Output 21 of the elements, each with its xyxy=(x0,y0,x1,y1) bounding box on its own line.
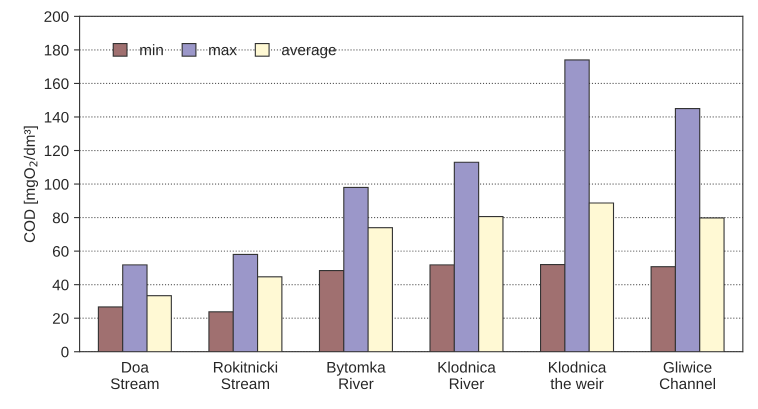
y-tick-label: 120 xyxy=(44,145,69,156)
legend-label: min xyxy=(140,44,163,56)
x-tick-label: Gliwice Channel xyxy=(660,361,716,390)
y-tick-label: 180 xyxy=(44,44,69,56)
x-tick-label: Bytomka River xyxy=(327,361,386,390)
legend-label: average xyxy=(282,46,336,58)
x-tick-label: Doa Stream xyxy=(110,362,158,390)
y-tick-label: 140 xyxy=(44,112,69,123)
x-tick-label: Klodnica the weir xyxy=(548,361,606,390)
x-tick-label: Rokitnicki Stream xyxy=(214,361,278,390)
y-tick-label: 200 xyxy=(44,11,69,22)
y-tick-label: 160 xyxy=(44,78,69,90)
y-tick-label: 40 xyxy=(52,280,69,290)
y-tick-label: 20 xyxy=(52,313,69,324)
x-tick-label: Klodnica River xyxy=(438,361,496,390)
legend-label: max xyxy=(209,46,237,56)
y-tick-label: 80 xyxy=(52,212,69,224)
y-tick-label: 0 xyxy=(61,346,69,358)
y-tick-label: 60 xyxy=(52,246,69,257)
y-axis-title: COD [mgO$_{2}$/dm³] xyxy=(24,126,38,242)
y-tick-label: 100 xyxy=(44,178,69,190)
